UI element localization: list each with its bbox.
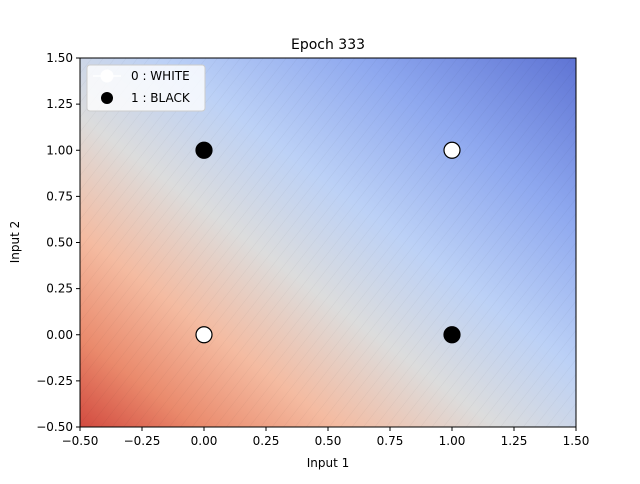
y-tick-label: 0.50 [46,236,73,250]
y-tick-label: −0.50 [36,420,73,434]
legend: 0 : WHITE 1 : BLACK [86,64,206,112]
x-tick-label: 1.25 [501,434,528,448]
x-axis-label: Input 1 [307,456,350,470]
y-tick-label: −0.25 [36,374,73,388]
legend-marker-black [101,92,113,104]
y-axis-label: Input 2 [8,221,22,264]
point-black [195,141,213,159]
y-tick-label: 1.25 [46,97,73,111]
y-tick-label: 0.00 [46,328,73,342]
decision-surface [80,58,576,427]
data-points [195,141,461,344]
chart-title: Epoch 333 [291,37,365,53]
y-tick-label: 0.75 [46,189,73,203]
x-axis-ticks: −0.50 −0.25 0.00 0.25 0.50 0.75 1.00 1.25 1.50 [62,427,590,448]
x-tick-label: 1.00 [439,434,466,448]
point-black [443,326,461,344]
y-axis-ticks: −0.50 −0.25 0.00 0.25 0.50 0.75 1.00 1.25 1.50 [36,51,80,434]
y-tick-label: 1.00 [46,143,73,157]
point-white [443,141,461,159]
x-tick-label: −0.50 [62,434,99,448]
y-tick-label: 0.25 [46,282,73,296]
x-tick-label: 0.75 [377,434,404,448]
x-tick-label: 0.50 [315,434,342,448]
point-white [195,326,213,344]
x-tick-label: 1.50 [563,434,590,448]
legend-label-black: 1 : BLACK [131,91,191,105]
y-tick-label: 1.50 [46,51,73,65]
x-tick-label: 0.00 [191,434,218,448]
legend-label-white: 0 : WHITE [131,69,190,83]
x-tick-label: 0.25 [253,434,280,448]
x-tick-label: −0.25 [124,434,161,448]
